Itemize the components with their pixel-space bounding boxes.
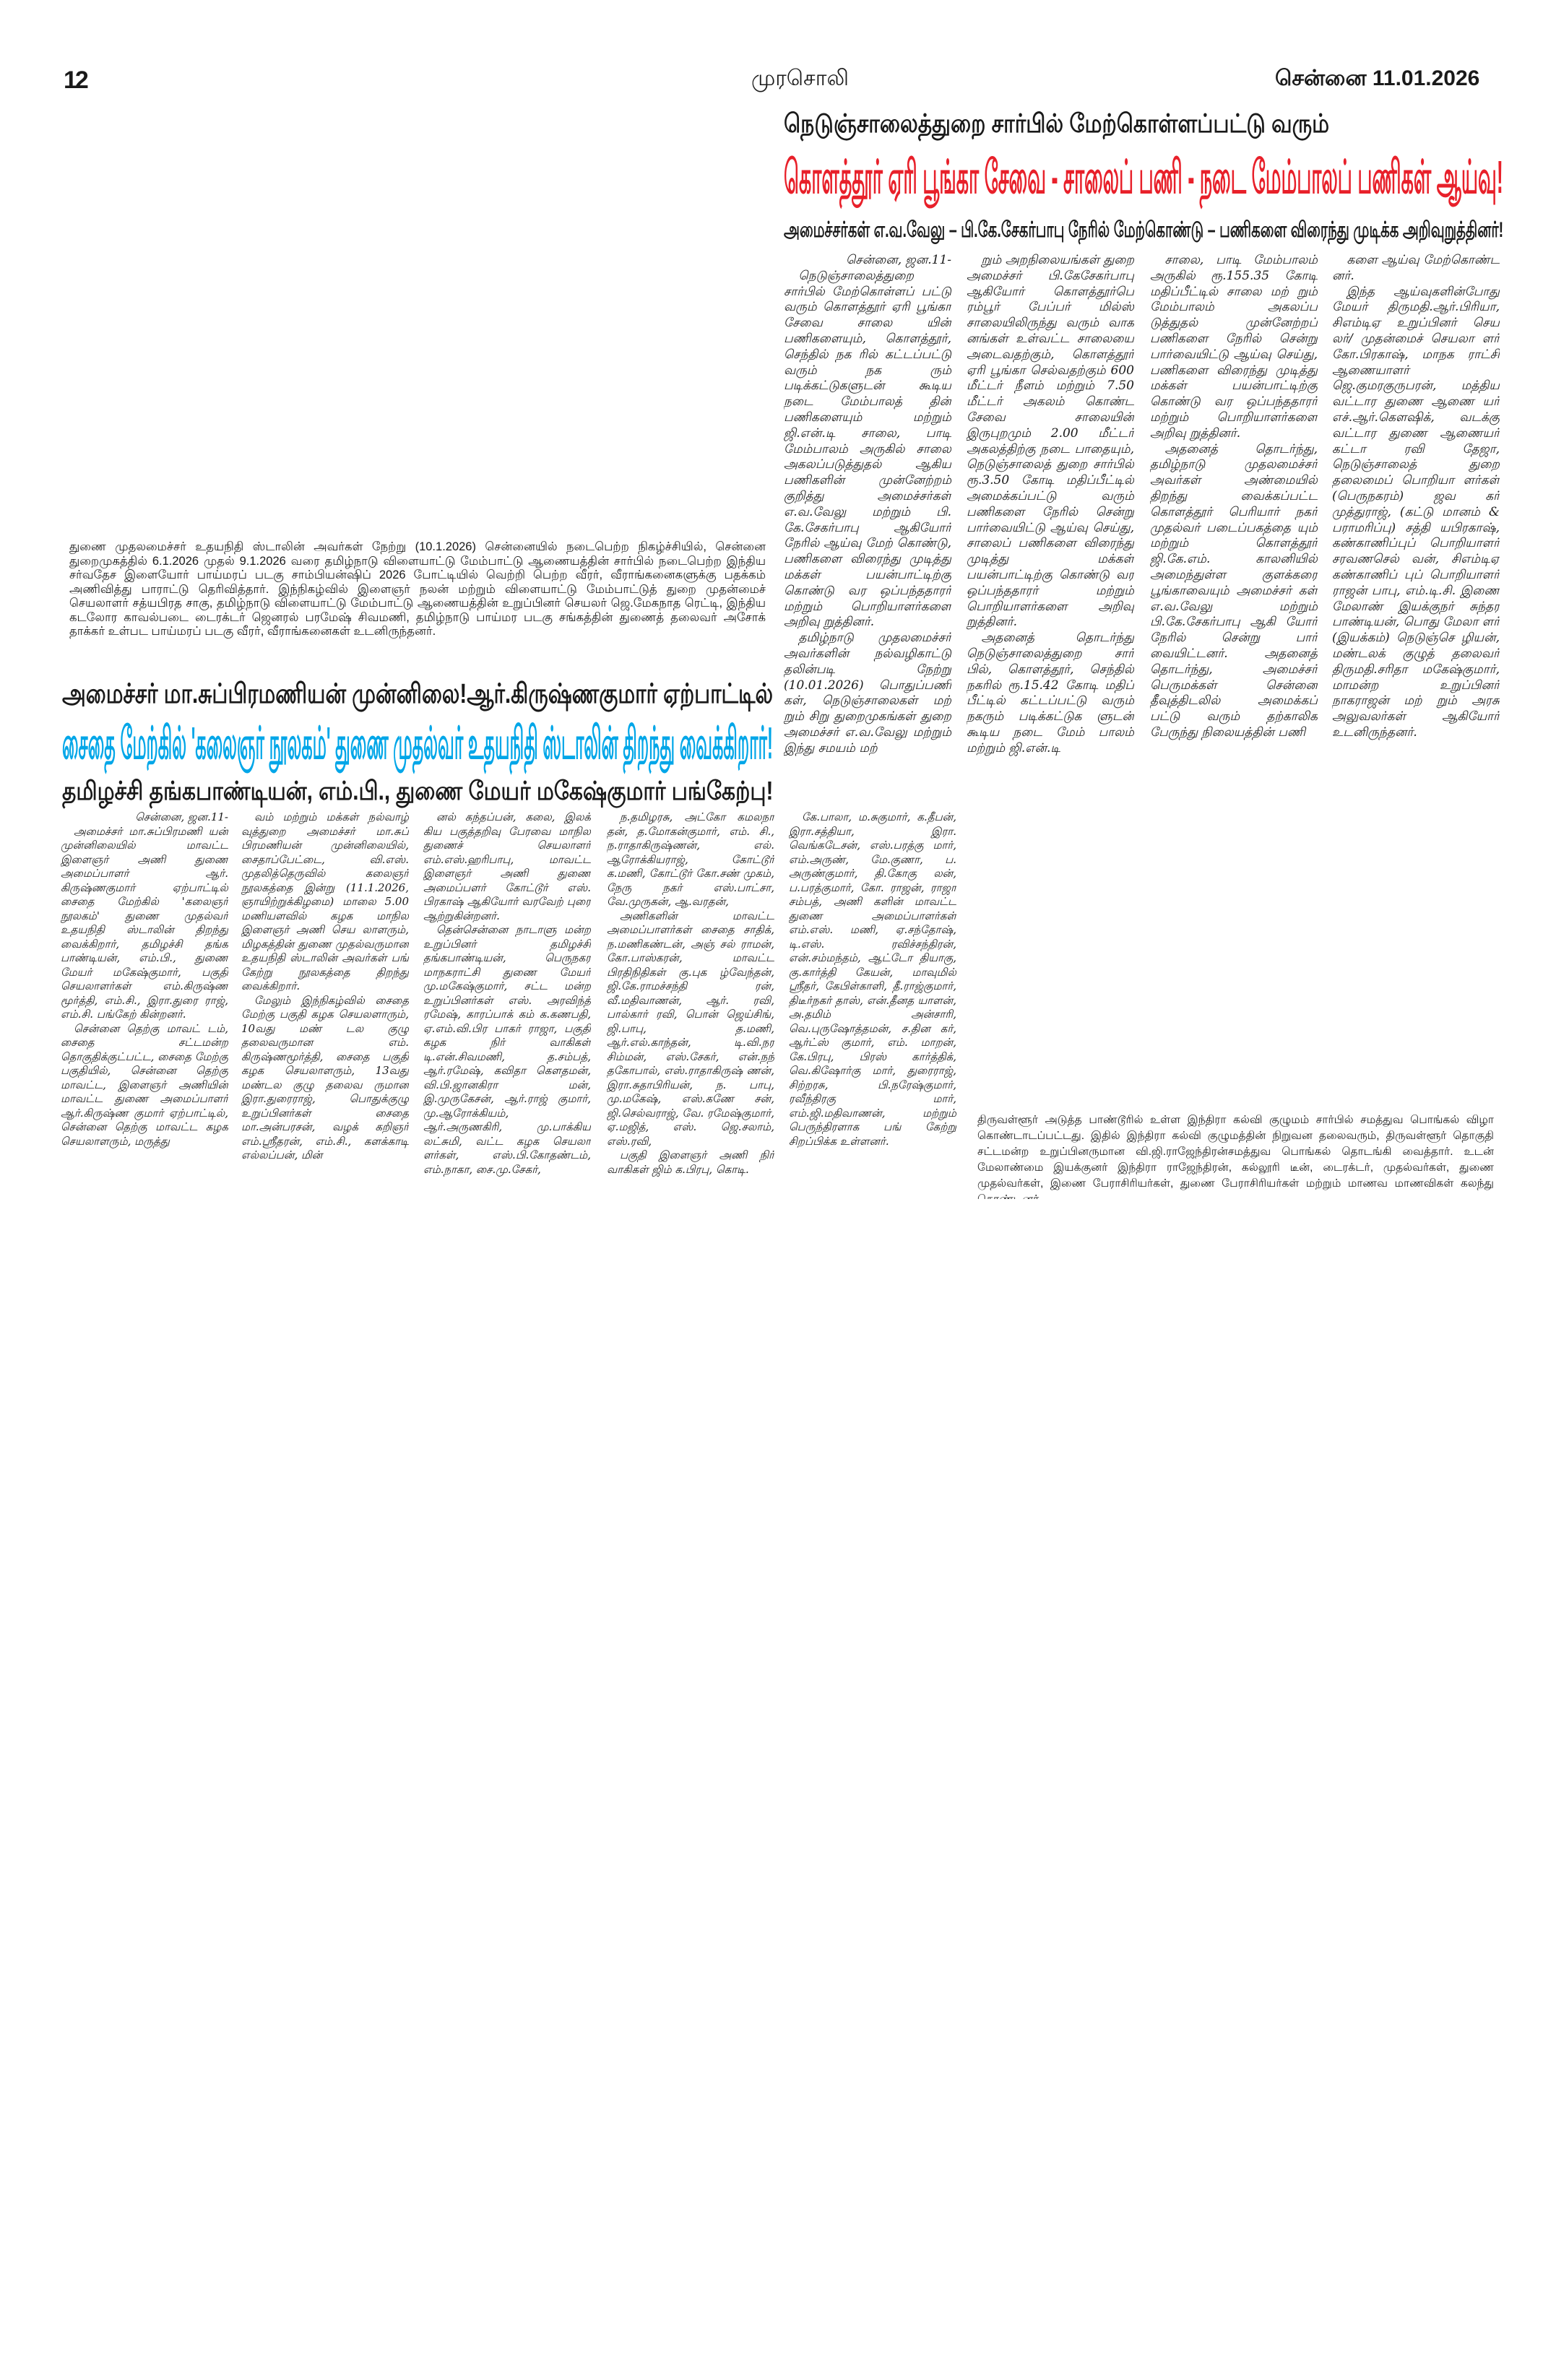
body-paragraph: நெடுஞ்சாலைத்துறை சார்பில் மேற்கொள்ளப் பட…	[784, 268, 951, 630]
body-paragraph: சென்னை, ஜன.11-	[135, 810, 228, 823]
dateline: சென்னை 11.01.2026	[1275, 66, 1480, 90]
photo-sailing-event	[43, 108, 766, 527]
body-paragraph: அதனைத் தொடர்ந்து, தமிழ்நாடு முதலமைச்சர் …	[1150, 441, 1318, 740]
photo-caption-pongal: திருவள்ளூர் அடுத்த பாண்டூரில் உள்ள இந்தி…	[977, 1114, 1494, 1199]
body-column: களை ஆய்வு மேற்கொண்ட னர். இந்த ஆய்வுகளின்ப…	[1332, 253, 1500, 805]
article-roads-headline: கொளத்தூர் ஏரி பூங்கா சேவை - சாலைப் பணி -…	[784, 151, 1503, 203]
body-paragraph: களை ஆய்வு மேற்கொண்ட னர்.	[1332, 253, 1500, 283]
body-paragraph: வம் மற்றும் மக்கள் நல்வாழ் வுத்துறை அமைச…	[241, 810, 409, 992]
body-paragraph: மேலும் இந்நிகழ்வில் சைதை மேற்கு பகுதி கழ…	[241, 993, 409, 1162]
body-paragraph: அமைச்சர் மா.சுப்பிரமணி யன் முன்னிலையில் …	[61, 824, 228, 1021]
article-library-kicker: அமைச்சர் மா.சுப்பிரமணியன் முன்னிலை!ஆர்.க…	[62, 679, 774, 709]
body-column: சாலை, பாடி மேம்பாலம் அருகில் ரூ.155.35 க…	[1150, 253, 1318, 805]
body-paragraph: சென்னை, ஜன.11-	[846, 253, 951, 267]
body-paragraph: தென்சென்னை நாடாளு மன்ற உறுப்பினர் தமிழச்…	[423, 923, 591, 1176]
body-paragraph: சென்னை தெற்கு மாவட் டம், சைதை சட்டமன்ற த…	[61, 1021, 228, 1148]
body-column: சென்னை, ஜன.11- நெடுஞ்சாலைத்துறை சார்பில் …	[784, 253, 951, 805]
body-column: கே.பாலா, ம.சுகுமார், க.தீபன், இரா.சத்திய…	[789, 810, 956, 1208]
body-column: னல் கந்தப்பன், கலை, இலக் கிய பகுத்தறிவு …	[423, 810, 591, 1208]
body-column: சென்னை, ஜன.11- அமைச்சர் மா.சுப்பிரமணி யன்…	[61, 810, 228, 1208]
article-roads-kicker: நெடுஞ்சாலைத்துறை சார்பில் மேற்கொள்ளப்பட்…	[784, 108, 1330, 138]
article-roads-subhead: அமைச்சர்கள் எ.வ.வேலு – பி.கே.சேகர்பாபு ந…	[784, 218, 1504, 242]
body-paragraph: கே.பாலா, ம.சுகுமார், க.தீபன், இரா.சத்திய…	[789, 810, 956, 1148]
body-paragraph: அதனைத் தொடர்ந்து நெடுஞ்சாலைத்துறை சார் ப…	[967, 631, 1134, 756]
masthead: முரசொலி	[751, 66, 849, 90]
body-column: றும் அறநிலையங்கள் துறை அமைச்சர் பி.கேசேக…	[967, 253, 1134, 805]
body-paragraph: பகுதி இளைஞர் அணி நிர் வாகிகள் ஜிம் க.பிர…	[607, 1148, 774, 1176]
photo-caption-sailing: துணை முதலமைச்சர் உதயநிதி ஸ்டாலின் அவர்கள…	[69, 540, 766, 638]
body-paragraph: றும் அறநிலையங்கள் துறை அமைச்சர் பி.கேசேக…	[967, 253, 1134, 630]
article-library-subhead: தமிழச்சி தங்கபாண்டியன், எம்.பி., துணை மே…	[62, 776, 774, 805]
body-paragraph: அணிகளின் மாவட்ட அமைப்பாளர்கள் சைதை சாதிக…	[607, 909, 774, 1148]
body-paragraph: னல் கந்தப்பன், கலை, இலக் கிய பகுத்தறிவு …	[423, 810, 591, 922]
body-paragraph: ந.தமிழரசு, அட்கோ கமலநா தன், த.மோகன்குமார…	[607, 810, 774, 908]
body-column: ந.தமிழரசு, அட்கோ கமலநா தன், த.மோகன்குமார…	[607, 810, 774, 1208]
body-paragraph: சாலை, பாடி மேம்பாலம் அருகில் ரூ.155.35 க…	[1150, 253, 1318, 441]
photo-pongal-event	[975, 816, 1495, 1105]
body-paragraph: இந்த ஆய்வுகளின்போது மேயர் திருமதி.ஆர்.பி…	[1332, 284, 1500, 740]
body-paragraph: தமிழ்நாடு முதலமைச்சர் அவர்களின் நல்வழிகா…	[784, 631, 951, 756]
body-column: வம் மற்றும் மக்கள் நல்வாழ் வுத்துறை அமைச…	[241, 810, 409, 1208]
article-library-headline: சைதை மேற்கில் 'கலைஞர் நூலகம்' துணை முதல்…	[62, 719, 773, 769]
page-number: 12	[64, 66, 89, 94]
